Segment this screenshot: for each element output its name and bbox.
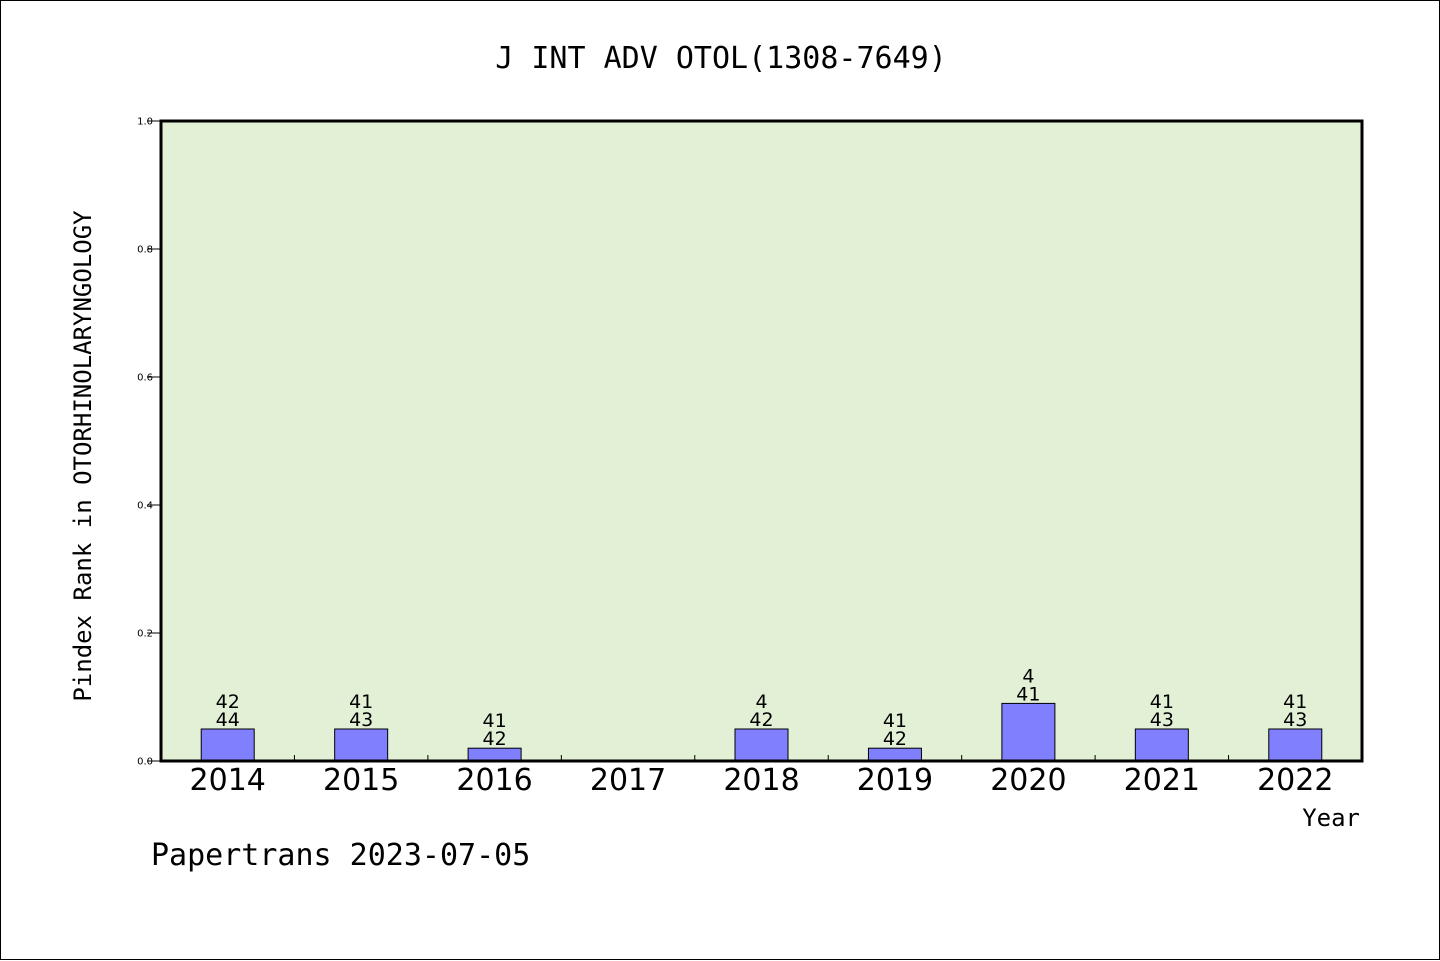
x-tick-label: 2016 (456, 763, 532, 798)
x-tick-label: 2015 (323, 763, 399, 798)
bar-label-bottom: 43 (1150, 709, 1174, 731)
x-axis-label: Year (1302, 804, 1360, 832)
bar-label-bottom: 44 (216, 709, 240, 731)
x-tick-label: 2020 (990, 763, 1066, 798)
bar-label-bottom: 43 (349, 709, 373, 731)
x-tick-label: 2018 (723, 763, 799, 798)
x-tick-label: 2017 (590, 763, 666, 798)
y-tick-label: 0.6 (137, 373, 153, 384)
plot-border (159, 119, 1364, 763)
x-tick-label: 2019 (857, 763, 933, 798)
bar-label-bottom: 42 (883, 728, 907, 750)
y-tick-label: 0.2 (137, 629, 153, 640)
bar (334, 728, 389, 762)
y-axis: 0.0 0.2 0.4 0.6 0.8 1.0 (137, 117, 161, 768)
bar-label-bottom: 43 (1283, 709, 1307, 731)
plot-area (161, 121, 1362, 761)
x-tick-label: 2021 (1124, 763, 1200, 798)
bar-label-top: 41 (483, 710, 507, 732)
bars (200, 702, 1323, 762)
bar-label-top: 42 (216, 691, 240, 713)
bar-label-bottom: 42 (483, 728, 507, 750)
bar-label-top: 41 (1150, 691, 1174, 713)
bar-label-bottom: 42 (749, 709, 773, 731)
bar (734, 728, 789, 762)
y-tick-label: 1.0 (137, 117, 153, 128)
x-axis: 2014 2015 2016 2017 2018 2019 2020 2021 2022 (190, 755, 1333, 798)
bar (1134, 728, 1189, 762)
bar (200, 728, 255, 762)
bar-label-top: 4 (755, 691, 767, 713)
bar-label-bottom: 41 (1016, 683, 1040, 705)
bar-label-top: 41 (349, 691, 373, 713)
y-tick-label: 0.0 (137, 757, 153, 768)
bar-label-top: 4 (1022, 665, 1034, 687)
footer-credit: Papertrans 2023-07-05 (151, 838, 530, 873)
bar (1268, 728, 1323, 762)
bar-label-top: 41 (1283, 691, 1307, 713)
y-tick-label: 0.8 (137, 245, 153, 256)
chart-title: J INT ADV OTOL(1308-7649) (495, 41, 947, 76)
y-axis-label: Pindex Rank in OTORHINOLARYNGOLOGY (69, 210, 97, 702)
y-tick-label: 0.4 (137, 501, 153, 512)
bar-label-top: 41 (883, 710, 907, 732)
x-tick-label: 2014 (190, 763, 266, 798)
bar (1001, 702, 1056, 762)
x-tick-label: 2022 (1257, 763, 1333, 798)
